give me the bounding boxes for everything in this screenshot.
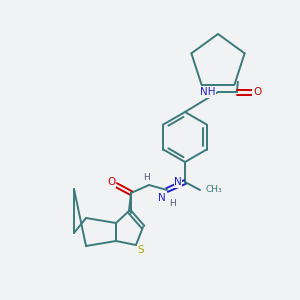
Text: NH: NH (200, 87, 216, 97)
Text: CH₃: CH₃ (206, 185, 223, 194)
Text: O: O (107, 177, 115, 187)
Text: H: H (142, 172, 149, 182)
Text: N: N (174, 177, 182, 187)
Text: S: S (138, 245, 144, 255)
Text: N: N (158, 193, 166, 203)
Text: O: O (253, 87, 261, 97)
Text: H: H (169, 200, 176, 208)
